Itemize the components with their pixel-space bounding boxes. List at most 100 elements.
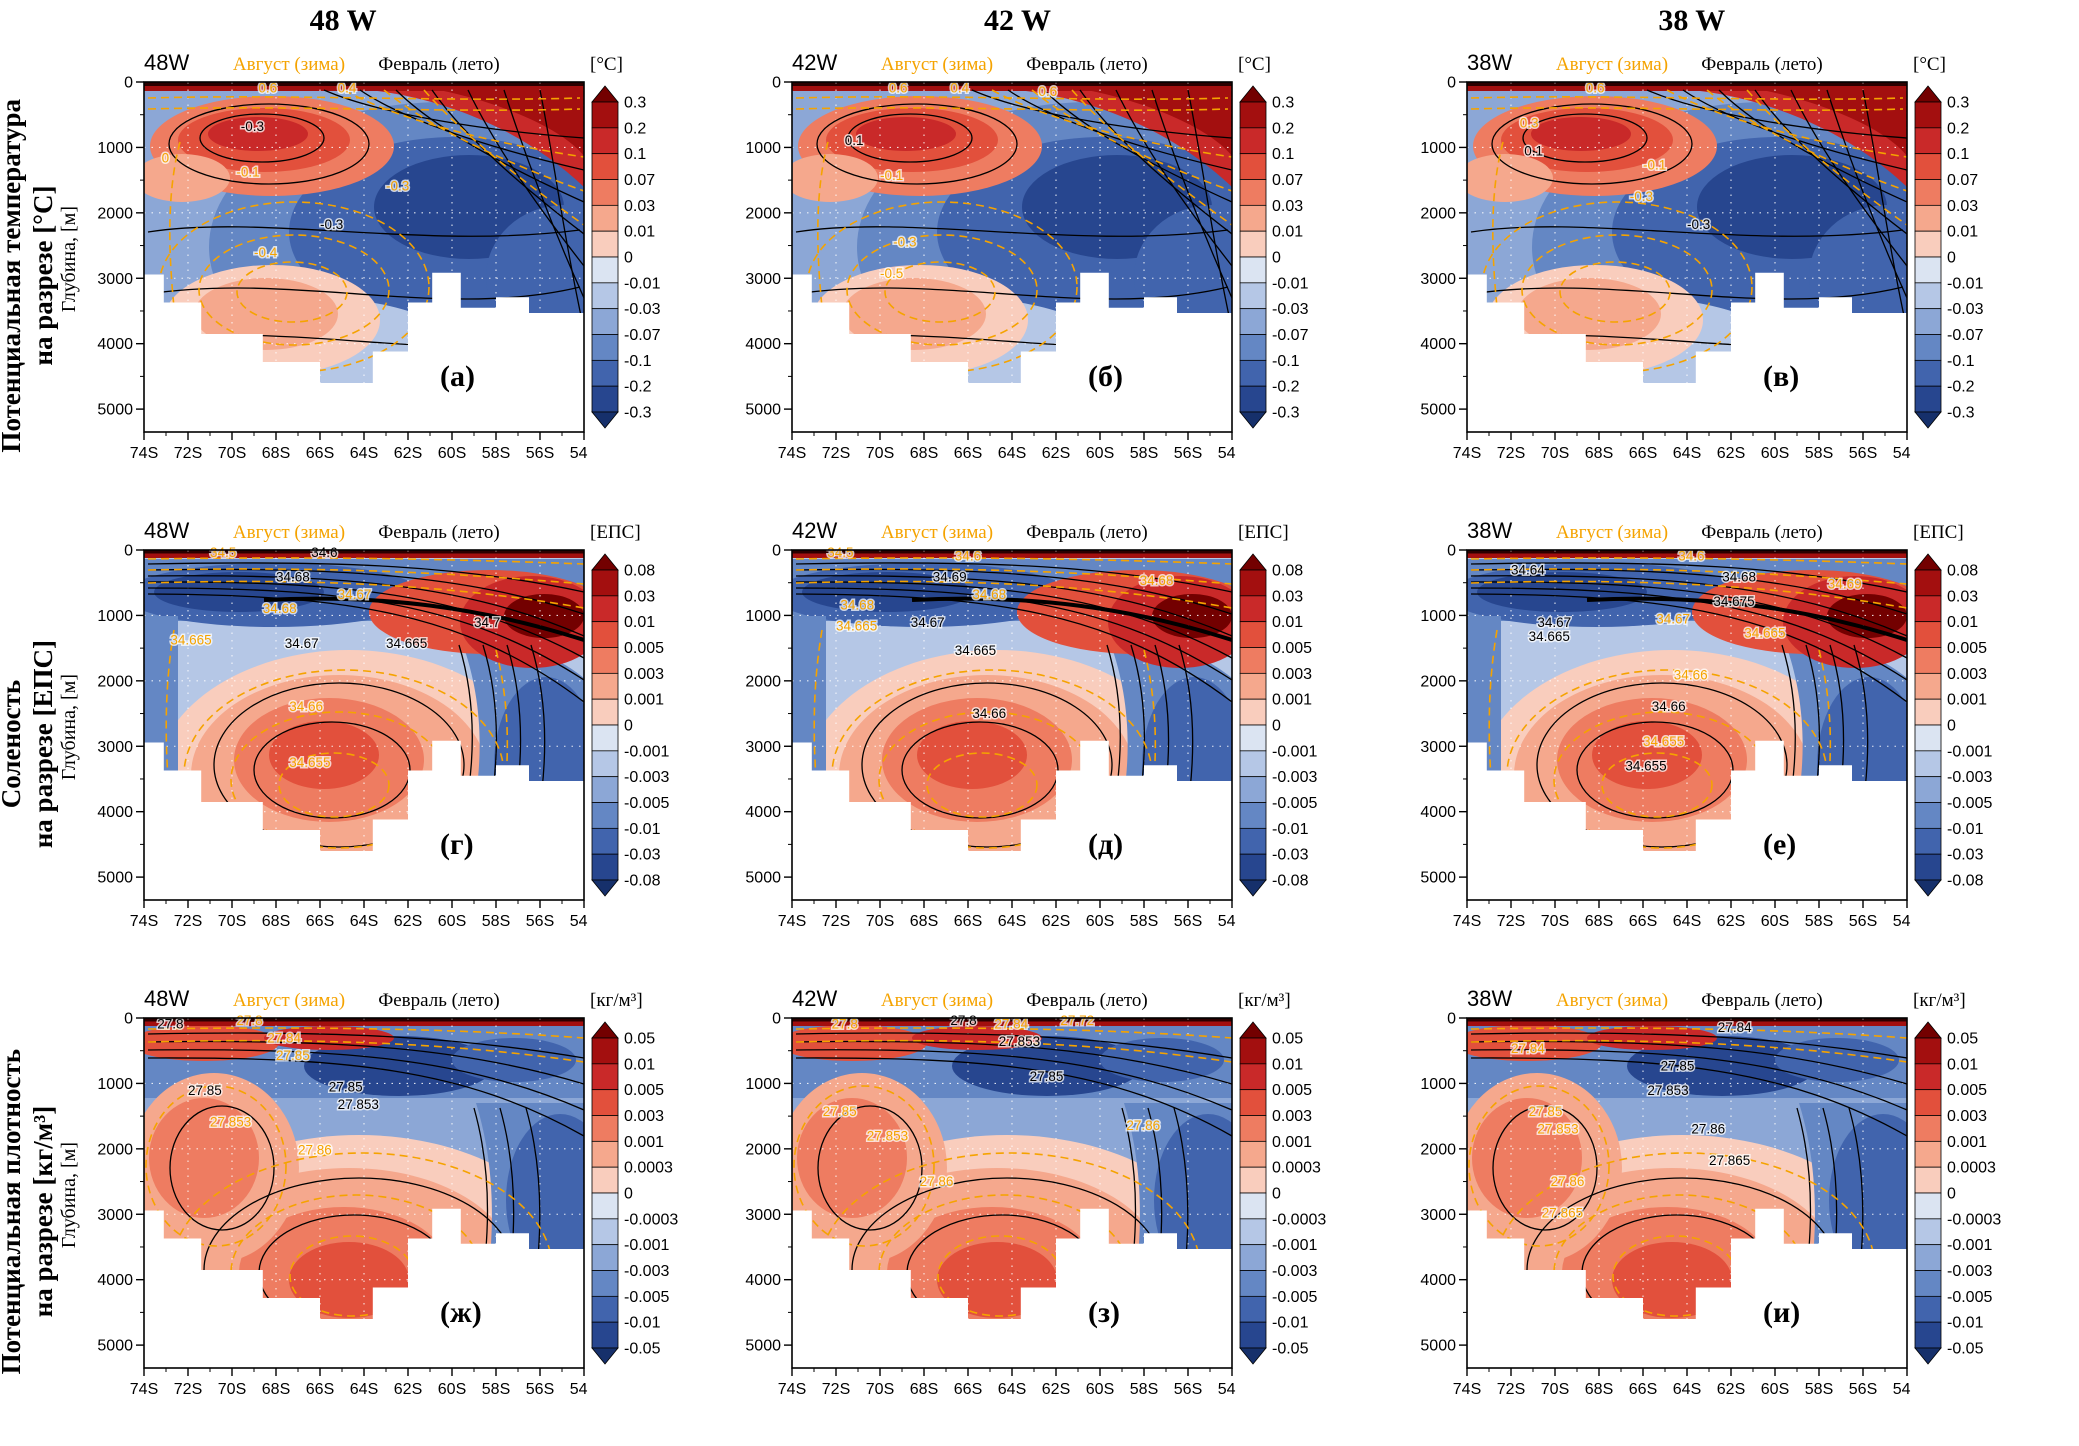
colorbar-tick-label: 0 <box>624 250 633 267</box>
colorbar-tick-label: 0.1 <box>1272 146 1294 163</box>
colorbar-tick-label: -0.01 <box>1947 1315 1984 1332</box>
x-tick-label: 54S <box>570 445 588 462</box>
y-tick-label: 1000 <box>746 140 782 157</box>
colorbar-segment <box>591 1295 619 1323</box>
x-tick-label: 54S <box>1892 913 1910 930</box>
x-tick-label: 60S <box>1086 913 1114 930</box>
colorbar-segment <box>1239 1037 1267 1065</box>
shape-path <box>144 1208 584 1368</box>
colorbar-tick-label: 0.07 <box>1947 172 1978 189</box>
x-tick-label: 74S <box>130 1381 158 1398</box>
contour-label: 34.665 <box>955 643 996 658</box>
units-label: [кг/м³] <box>1238 990 1291 1011</box>
column-titles-row: 48 W 42 W 38 W <box>0 0 2079 42</box>
shape-ellipse <box>1558 261 1671 323</box>
x-tick-label: 68S <box>262 445 290 462</box>
colorbar-segment <box>1239 1270 1267 1297</box>
shape-ellipse <box>1100 1038 1225 1082</box>
colorbar-segment <box>1239 1115 1267 1142</box>
x-tick-label: 68S <box>910 1381 938 1398</box>
colorbar-segment <box>591 827 619 855</box>
x-tick-label: 58S <box>1130 913 1158 930</box>
colorbar-tick-label: -0.01 <box>1272 821 1309 838</box>
x-tick-label: 72S <box>1496 1381 1524 1398</box>
colorbar-segment <box>1239 334 1267 361</box>
shape-path <box>147 1039 584 1063</box>
x-axis: 74S 72S 70S 68S 66S 64S 62S 60S 58S 56S 54S <box>1452 432 1911 462</box>
colorbar-tick-label: 0.03 <box>1947 588 1978 605</box>
x-tick-label: 64S <box>1672 1381 1700 1398</box>
colorbar-tick-label: 0.003 <box>1272 666 1312 683</box>
corner-longitude-label: 42W <box>792 520 837 543</box>
contour-label: 27.84 <box>1511 1041 1545 1056</box>
shape-path <box>1470 96 1903 100</box>
colorbar-tick-label: -0.001 <box>1272 743 1317 760</box>
bathymetry-mask <box>792 272 1233 432</box>
colorbar-tick-label: -0.003 <box>1272 1263 1317 1280</box>
shape-path <box>165 629 180 871</box>
colorbar-tick-label: 0.03 <box>1272 198 1303 215</box>
shape-ellipse <box>264 1026 394 1050</box>
legend-summer: Февраль (лето) <box>378 522 500 543</box>
y-axis: 0 1000 2000 3000 4000 5000 <box>97 543 144 887</box>
contour-label: 34.5 <box>828 545 854 560</box>
units-label: [ЕПС] <box>1913 522 1964 543</box>
colorbar-segment <box>1914 1244 1942 1271</box>
shape-path <box>796 593 1233 703</box>
panel-ж: Глубина, [м] 48W Август (зима) Февраль (лет… <box>56 988 730 1446</box>
contour-label: 27.72 <box>1061 1013 1095 1028</box>
y-tick-label: 5000 <box>1420 1338 1456 1355</box>
contour-label: 27.865 <box>1541 1206 1582 1221</box>
shape-div: Глубина, [м] <box>58 674 81 780</box>
colorbar-segment <box>1239 1192 1267 1220</box>
shape-ellipse <box>792 154 879 202</box>
x-tick-label: 60S <box>1086 1381 1114 1398</box>
shape-path <box>144 740 584 900</box>
contour-label: 27.853 <box>210 1115 251 1130</box>
colorbar-tick-label: 0.001 <box>1272 1134 1312 1151</box>
colorbar-segment <box>1914 1295 1942 1323</box>
shape-ellipse <box>253 721 411 819</box>
shape-ellipse <box>797 1098 908 1218</box>
shape-path <box>1470 568 1907 615</box>
contour-label: 34.68 <box>841 598 875 613</box>
colorbar-segment <box>1239 1218 1267 1246</box>
x-tick-label: 64S <box>1672 445 1700 462</box>
y-tick-label: 0 <box>1447 1011 1456 1028</box>
colorbar-arrow-top <box>1239 553 1268 571</box>
x-tick-label: 56S <box>1848 1381 1876 1398</box>
panel-letter: (ж) <box>440 1296 482 1329</box>
contour-label: 27.85 <box>1528 1104 1562 1119</box>
shape-path <box>1043 89 1233 203</box>
colorbar-segment <box>1239 385 1267 413</box>
contour-label: -0.5 <box>880 266 903 281</box>
colorbar-tick-label: 0.001 <box>1947 1134 1987 1151</box>
contour-label: 34.69 <box>1827 577 1861 592</box>
legend-winter: Август (зима) <box>233 54 345 75</box>
depth-axis-title: Глубина, [м] <box>56 988 82 1402</box>
shape-g: 34.5 34.6 34.69 34.68 34.68 34.665 34.67 34.665… <box>791 544 1234 901</box>
x-tick-label: 68S <box>1584 1381 1612 1398</box>
colorbar-segment <box>1914 1140 1942 1168</box>
colorbar-segment <box>591 853 619 881</box>
shape-path <box>423 89 584 226</box>
colorbar-tick-label: -0.1 <box>1272 353 1300 370</box>
shape-path <box>1718 89 1907 203</box>
legend-summer: Февраль (лето) <box>1701 990 1823 1011</box>
colorbar-segment <box>1239 672 1267 700</box>
shape-ellipse <box>168 103 370 185</box>
contour-label: 27.86 <box>920 1174 954 1189</box>
shape-ellipse <box>1586 1026 1717 1050</box>
colorbar-tick-label: 0.001 <box>1272 692 1312 709</box>
panel-з: 42W Август (зима) Февраль (лето) 27.8 27.8 27… <box>730 988 1404 1446</box>
colorbar-tick-label: -0.003 <box>624 769 669 786</box>
colorbar-tick-label: -0.01 <box>1947 821 1984 838</box>
y-tick-label: 5000 <box>746 870 782 887</box>
x-tick-label: 72S <box>1496 913 1524 930</box>
shape-path <box>1470 286 1903 300</box>
contour-label: -0.3 <box>320 217 343 232</box>
x-tick-label: 58S <box>1804 913 1832 930</box>
contour-label: 0.6 <box>1039 84 1058 99</box>
shape-path <box>796 107 1229 111</box>
colorbar-tick-label: 0.03 <box>624 198 655 215</box>
